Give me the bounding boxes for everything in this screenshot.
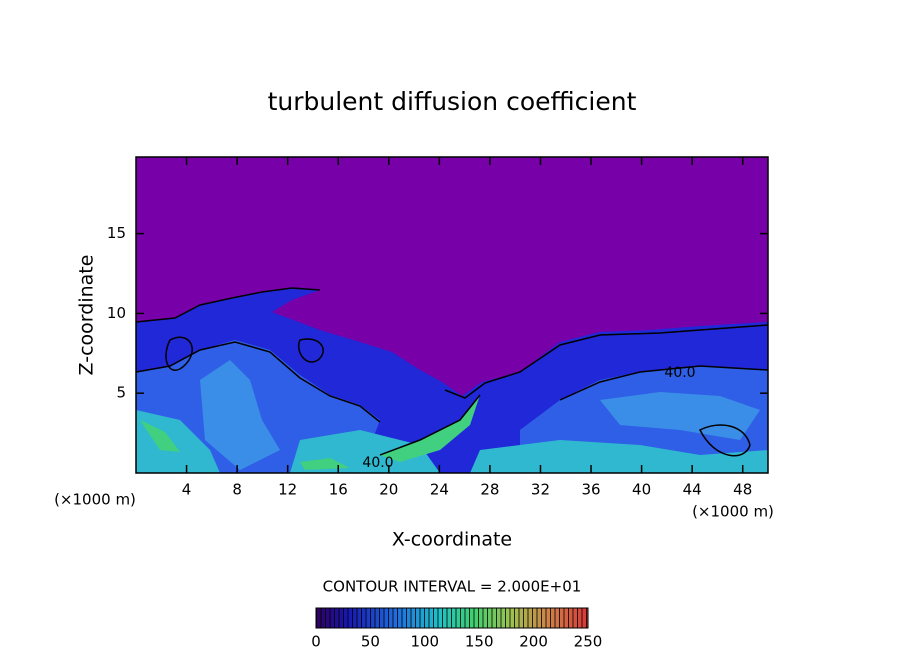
x-tick-label: 40 — [632, 481, 651, 499]
chart-title: turbulent diffusion coefficient — [268, 87, 637, 116]
colorbar-tick-label: 50 — [361, 633, 380, 651]
contour-label: 40.0 — [664, 365, 695, 381]
x-tick-label: 12 — [278, 481, 297, 499]
y-axis-label: Z-coordinate — [76, 255, 98, 376]
x-axis-label: X-coordinate — [392, 529, 512, 551]
contour-interval: CONTOUR INTERVAL = 2.000E+01 — [323, 578, 582, 596]
x-tick-label: 28 — [480, 481, 499, 499]
colorbar-lines — [316, 608, 588, 628]
x-tick-label: 48 — [733, 481, 752, 499]
x-tick-label: 20 — [379, 481, 398, 499]
colorbar-tick-label: 250 — [574, 633, 603, 651]
colorbar-tick-label: 0 — [311, 633, 321, 651]
colorbar-tick-label: 150 — [465, 633, 494, 651]
x-tick-label: 24 — [430, 481, 449, 499]
x-tick-label: 32 — [531, 481, 550, 499]
y-tick-label: 15 — [107, 224, 126, 242]
colorbar-tick-label: 200 — [519, 633, 548, 651]
x-unit-label: (×1000 m) — [692, 503, 774, 521]
x-tick-label: 44 — [683, 481, 702, 499]
colorbar-frame — [315, 607, 589, 629]
plot-frame — [135, 156, 769, 474]
x-tick-label: 8 — [232, 481, 242, 499]
x-tick-label: 16 — [329, 481, 348, 499]
y-unit-label: (×1000 m) — [54, 491, 136, 509]
colorbar-tick-label: 100 — [410, 633, 439, 651]
x-tick-label: 36 — [581, 481, 600, 499]
y-tick-label: 10 — [107, 304, 126, 322]
contour-label: 40.0 — [362, 455, 393, 471]
x-tick-label: 4 — [182, 481, 192, 499]
y-tick-label: 5 — [116, 384, 126, 402]
field — [136, 157, 768, 473]
